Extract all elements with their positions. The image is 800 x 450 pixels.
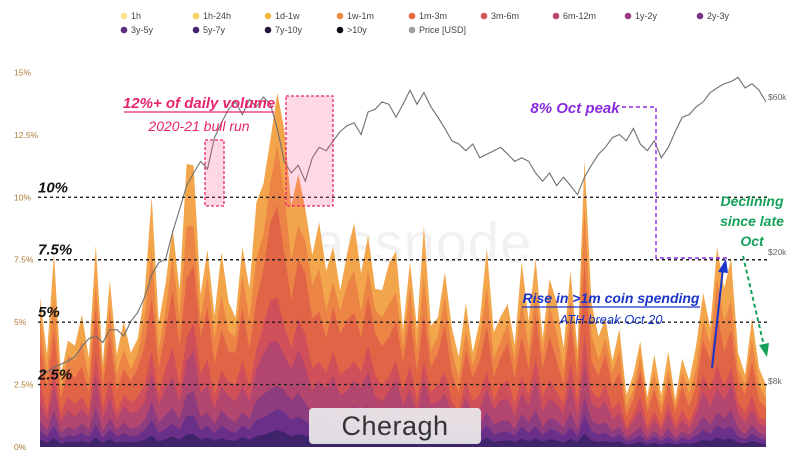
legend-label: 1y-2y [635,11,658,21]
rise-title: Rise in >1m coin spending [523,290,700,306]
oct-peak-connector [622,106,727,259]
left-axis-ticks: 0% 2.5% 5% 7.5% 10% 12.5% 15% [14,67,39,450]
price-line [40,76,767,373]
oct-peak-label: 8% Oct peak [530,100,620,117]
oct-peak-annotation: 8% Oct peak [530,100,727,259]
y-right-tick-label: $60k [768,92,787,102]
legend-label: 3y-5y [131,25,154,35]
rise-arrow-shaft [711,267,724,369]
legend-label: 3m-6m [491,11,519,21]
bull-highlight-large [285,95,334,207]
area-layer [40,430,766,447]
legend-swatch [192,26,200,34]
legend-label: Price [USD] [419,25,466,35]
legend-label: 2y-3y [707,11,730,21]
legend-label: 6m-12m [563,11,596,21]
bull-highlight-small [204,139,225,207]
legend-label: 1h [131,11,141,21]
bull-run-annotation: 12%+ of daily volume 2020-21 bull run [123,95,334,207]
legend-swatch [264,26,272,34]
legend-swatch [480,12,488,20]
y-right-tick-label: $8k [768,376,782,386]
legend-swatch [120,12,128,20]
reference-label: 10% [38,179,68,196]
decline-arrow-head [759,343,769,357]
decline-line-2: since late [720,213,784,229]
legend-swatch [336,26,344,34]
legend-label: >10y [347,25,367,35]
rise-subtitle: ATH break Oct 20 [558,312,663,327]
legend-swatch [408,26,416,34]
legend-swatch [120,26,128,34]
ath-break-annotation: Rise in >1m coin spending ATH break Oct … [522,259,728,369]
legend-label: 1d-1w [275,11,300,21]
y-tick-label: 5% [14,317,27,327]
y-tick-label: 2.5% [14,380,34,390]
right-axis-ticks: $8k $20k $60k [768,92,787,386]
decline-line-3: Oct [740,233,765,249]
rise-arrow-head [718,259,728,273]
reference-label: 7.5% [38,242,72,259]
legend-swatch [696,12,704,20]
legend-swatch [264,12,272,20]
legend: 1h 1h-24h 1d-1w 1w-1m 1m-3m 3m-6m 6m-12m 1y-2y 2… [120,11,730,35]
legend-label: 5y-7y [203,25,226,35]
legend-swatch [624,12,632,20]
decline-line-1: Declining [720,193,783,209]
y-tick-label: 0% [14,442,27,450]
y-tick-label: 7.5% [14,255,34,265]
legend-swatch [552,12,560,20]
y-tick-label: 12.5% [14,130,39,140]
price-line-group [40,76,767,373]
decline-arrow-shaft [742,255,765,347]
legend-label: 1m-3m [419,11,447,21]
reference-label: 5% [38,304,60,321]
stacked-area-layers [40,92,766,448]
y-tick-label: 15% [14,67,31,77]
cheragh-logo: Cheragh [309,408,481,444]
legend-swatch [336,12,344,20]
declining-annotation: Declining since late Oct [720,193,784,357]
bull-title: 12%+ of daily volume [123,95,275,112]
legend-label: 7y-10y [275,25,303,35]
y-tick-label: 10% [14,192,31,202]
bull-subtitle: 2020-21 bull run [147,118,249,134]
legend-label: 1h-24h [203,11,231,21]
y-right-tick-label: $20k [768,247,787,257]
reference-label: 2.5% [37,367,72,384]
legend-label: 1w-1m [347,11,374,21]
reference-lines: 2.5% 5% 7.5% 10% [37,179,768,386]
legend-swatch [408,12,416,20]
legend-swatch [192,12,200,20]
